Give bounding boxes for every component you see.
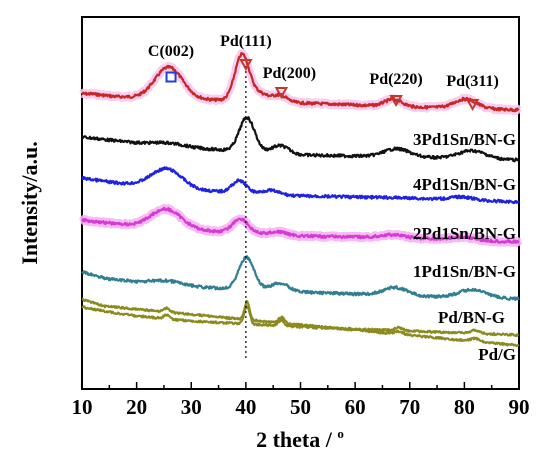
series-curves bbox=[78, 49, 523, 347]
triangle-marker bbox=[389, 95, 403, 108]
peak-label: Pd(311) bbox=[446, 73, 498, 90]
series-line bbox=[81, 166, 520, 205]
series-line bbox=[81, 297, 520, 347]
x-tick-label: 60 bbox=[345, 395, 366, 419]
series-label: 4Pd1Sn/BN-G bbox=[413, 175, 516, 194]
x-axis-title: 2 theta / o bbox=[256, 426, 344, 452]
x-tick-label: 40 bbox=[235, 395, 256, 419]
x-tick-labels: 10 20 30 40 50 60 70 80 90 bbox=[72, 395, 530, 419]
y-axis-title: Intensity/a.u. bbox=[17, 141, 42, 264]
peak-label: C(002) bbox=[148, 43, 194, 60]
x-tick-label: 50 bbox=[290, 395, 311, 419]
x-tick-label: 90 bbox=[509, 395, 530, 419]
x-tick-label: 30 bbox=[181, 395, 202, 419]
series-labels: 3Pd1Sn/BN-G 4Pd1Sn/BN-G 2Pd1Sn/BN-G 1Pd1Sn/… bbox=[413, 130, 516, 364]
series-line bbox=[81, 304, 519, 337]
series-label: 1Pd1Sn/BN-G bbox=[413, 262, 516, 281]
peak-annotations: C(002) Pd(111) Pd(200) Pd(220) Pd(311) bbox=[148, 33, 499, 112]
x-tick-label: 70 bbox=[399, 395, 420, 419]
peak-label: Pd(220) bbox=[369, 71, 422, 88]
x-axis-title-text: 2 theta / bbox=[256, 427, 337, 452]
x-tick-label: 80 bbox=[454, 395, 475, 419]
x-tick-label: 20 bbox=[126, 395, 147, 419]
series-label: 2Pd1Sn/BN-G bbox=[413, 224, 516, 243]
x-tick-label: 10 bbox=[72, 395, 93, 419]
series-line bbox=[81, 206, 520, 244]
x-axis-title-superscript: o bbox=[337, 426, 344, 441]
triangle-marker bbox=[465, 99, 480, 112]
series-label: 3Pd1Sn/BN-G bbox=[413, 130, 516, 149]
triangle-marker bbox=[239, 59, 253, 72]
series-label: Pd/G bbox=[478, 345, 516, 364]
square-marker bbox=[165, 71, 177, 83]
series-line bbox=[81, 255, 520, 301]
peak-label: Pd(111) bbox=[220, 33, 272, 50]
axis-ticks bbox=[81, 382, 520, 389]
series-label: Pd/BN-G bbox=[438, 308, 505, 327]
series-line bbox=[81, 52, 520, 113]
peak-label: Pd(200) bbox=[263, 65, 316, 82]
series-line bbox=[81, 116, 520, 163]
triangle-marker bbox=[274, 87, 289, 100]
